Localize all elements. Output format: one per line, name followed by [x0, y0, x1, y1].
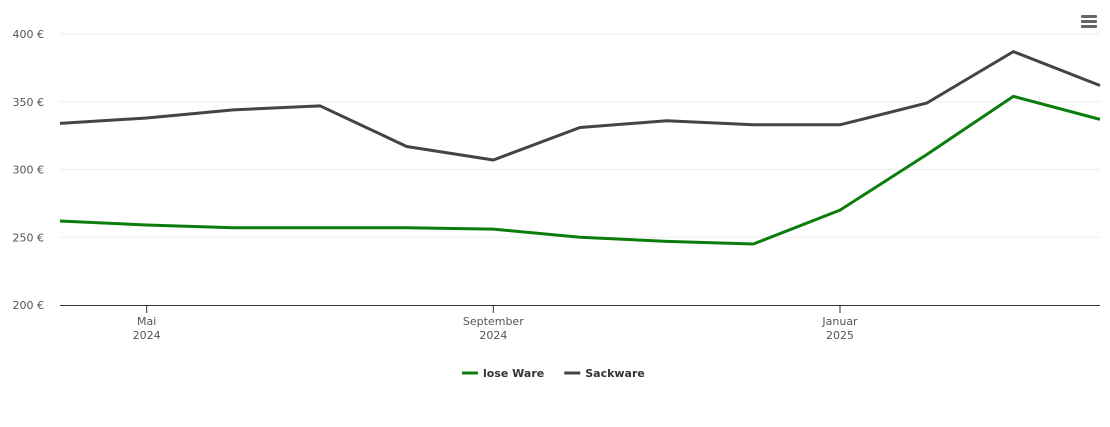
y-tick-label: 400 € [13, 28, 45, 41]
y-tick-label: 250 € [13, 231, 45, 244]
legend-label[interactable]: Sackware [585, 367, 645, 380]
x-tick-label: Januar 2025 [821, 315, 858, 342]
y-tick-label: 350 € [13, 96, 45, 109]
x-tick-label: September 2024 [463, 315, 524, 342]
y-tick-label: 300 € [13, 164, 45, 177]
x-tick-label: Mai 2024 [133, 315, 161, 342]
legend: lose Ware Sackware [462, 367, 645, 380]
legend-label[interactable]: lose Ware [483, 367, 544, 380]
line-series [59, 50, 1101, 162]
y-tick-label: 200 € [13, 299, 45, 312]
line-series [59, 94, 1101, 246]
menu-icon[interactable] [1081, 15, 1097, 28]
